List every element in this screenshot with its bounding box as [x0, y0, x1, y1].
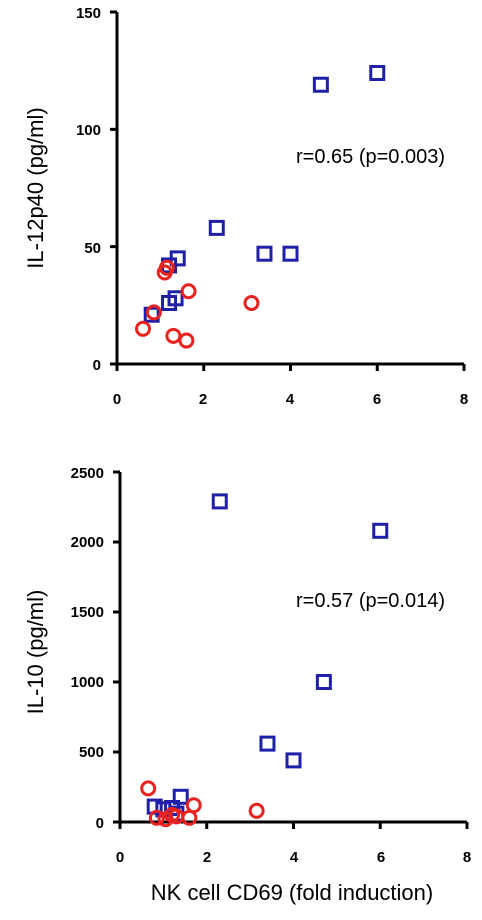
xtick-label-6: 6: [377, 849, 385, 866]
data-point-square: [256, 245, 273, 262]
data-point-square: [172, 788, 189, 805]
xtick-label-8: 8: [463, 849, 471, 866]
xtick-label-6: 6: [373, 391, 381, 408]
ytick-label-50: 50: [84, 240, 101, 257]
chart-il12p40-axes: [110, 10, 466, 371]
chart-il10-points: [140, 493, 389, 828]
chart-il10-xticks: 0 2 4 6 8: [116, 849, 471, 866]
data-point-circle: [145, 304, 162, 321]
chart-il12p40-points: [135, 65, 386, 349]
correlation-annotation-il10: r=0.57 (p=0.014): [296, 590, 445, 612]
chart-il12p40-xticks: 0 2 4 6 8: [113, 391, 468, 408]
data-point-circle: [185, 797, 202, 814]
ytick-label-2000: 2000: [71, 534, 104, 551]
chart-il12p40: 150 100 50 0 0 2 4 6 8 IL-12p40 (pg/ml) …: [23, 5, 468, 408]
ytick-label-1500: 1500: [71, 604, 104, 621]
ytick-label-0: 0: [96, 815, 104, 832]
chart-il10-yticks: 2500 2000 1500 1000 500 0: [71, 465, 104, 832]
x-axis-label: NK cell CD69 (fold induction): [151, 880, 433, 905]
data-point-square: [312, 76, 329, 93]
ytick-label-1000: 1000: [71, 674, 104, 691]
chart-il10: 2500 2000 1500 1000 500 0 0 2 4 6 8 IL-1…: [23, 465, 471, 905]
ytick-label-500: 500: [79, 744, 104, 761]
xtick-label-4: 4: [290, 849, 299, 866]
ytick-label-150: 150: [76, 5, 101, 22]
data-point-circle: [148, 809, 165, 826]
data-point-square: [315, 674, 332, 690]
data-point-circle: [158, 259, 175, 276]
data-point-circle: [178, 332, 195, 349]
ytick-label-100: 100: [76, 122, 101, 139]
ytick-label-2500: 2500: [71, 465, 104, 482]
data-point-circle: [165, 327, 182, 344]
y-axis-label-il12p40: IL-12p40 (pg/ml): [23, 107, 48, 268]
data-point-square: [167, 290, 184, 307]
xtick-label-2: 2: [203, 849, 211, 866]
chart-il12p40-yticks: 150 100 50 0: [76, 5, 101, 374]
correlation-annotation-il12p40: r=0.65 (p=0.003): [296, 146, 445, 168]
data-point-square: [143, 306, 160, 323]
data-point-circle: [243, 294, 260, 311]
xtick-label-0: 0: [116, 849, 124, 866]
data-point-square: [259, 735, 276, 752]
xtick-label-8: 8: [460, 391, 468, 408]
data-point-square: [372, 522, 389, 539]
xtick-label-4: 4: [286, 391, 295, 408]
data-point-circle: [180, 283, 197, 300]
data-point-circle: [140, 780, 157, 797]
data-point-square: [211, 493, 228, 510]
data-point-square: [282, 245, 299, 262]
xtick-label-2: 2: [199, 391, 207, 408]
data-point-square: [369, 65, 386, 82]
y-axis-label-il10: IL-10 (pg/ml): [23, 590, 48, 715]
chart-il10-axes: [113, 470, 469, 829]
ytick-label-0: 0: [93, 357, 101, 374]
data-point-square: [285, 752, 302, 769]
data-point-circle: [248, 802, 265, 819]
data-point-circle: [135, 320, 152, 337]
xtick-label-0: 0: [113, 391, 121, 408]
data-point-square: [208, 219, 225, 236]
data-point-square: [169, 250, 186, 267]
